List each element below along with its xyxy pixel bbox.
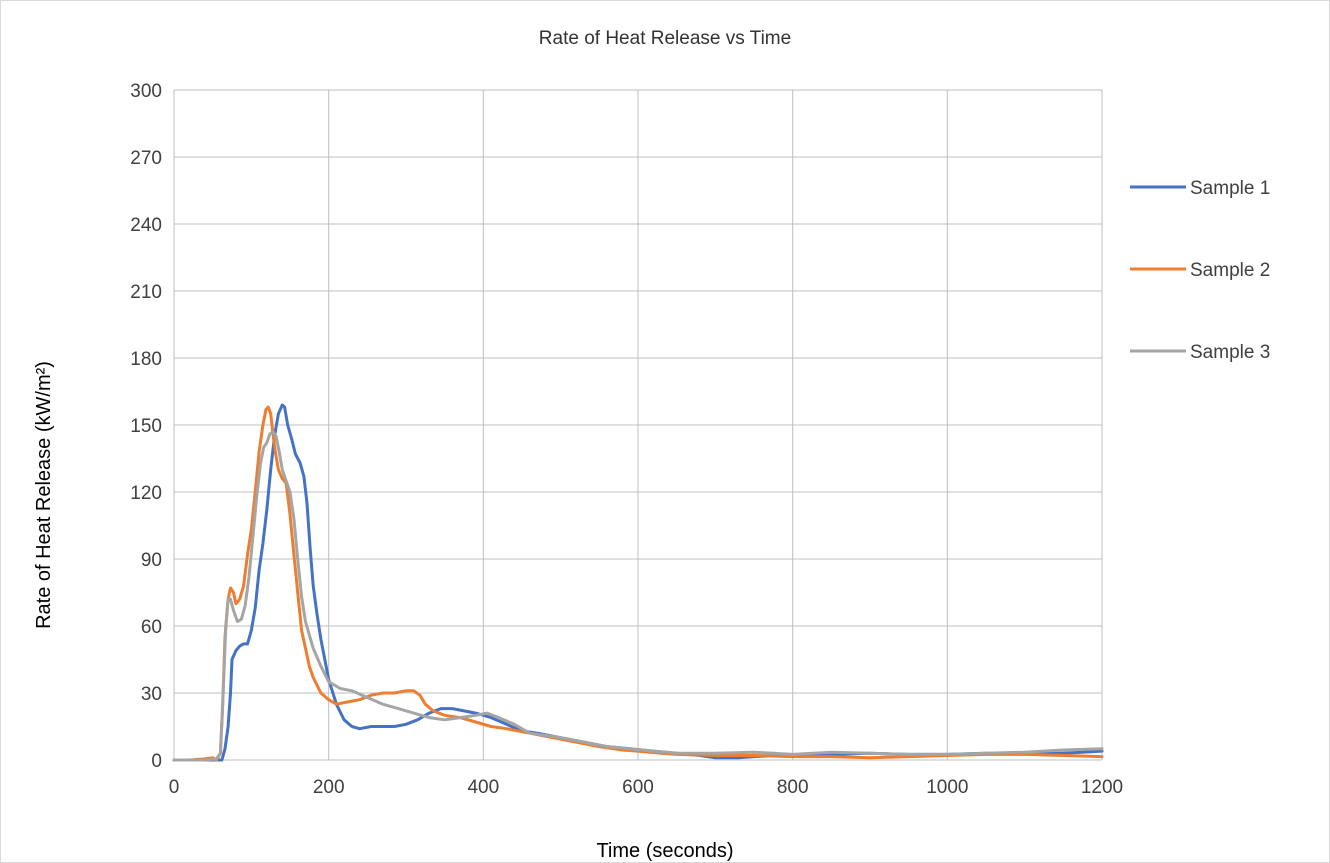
series-line-1 [172, 403, 1104, 762]
y-tick-label: 90 [141, 550, 162, 571]
y-tick-label: 60 [141, 617, 162, 638]
x-tick-labels: 0 200 400 600 800 1000 1200 [169, 777, 1123, 798]
legend-label-3: Sample 3 [1190, 342, 1270, 363]
y-tick-labels: 0 30 60 90 120 150 180 210 240 270 300 [130, 81, 162, 772]
x-tick-label: 600 [622, 777, 654, 798]
legend: Sample 1 Sample 2 Sample 3 [1130, 178, 1270, 363]
x-tick-label: 0 [169, 777, 180, 798]
legend-label-2: Sample 2 [1190, 260, 1270, 281]
series-line-3 [172, 430, 1104, 762]
x-tick-label: 1200 [1081, 777, 1123, 798]
y-tick-label: 120 [130, 483, 162, 504]
y-tick-label: 0 [151, 751, 162, 772]
y-tick-label: 180 [130, 349, 162, 370]
x-tick-label: 400 [467, 777, 499, 798]
y-tick-label: 270 [130, 148, 162, 169]
x-axis-label: Time (seconds) [596, 840, 733, 862]
y-tick-label: 210 [130, 282, 162, 303]
x-tick-label: 1000 [926, 777, 968, 798]
legend-label-1: Sample 1 [1190, 178, 1270, 199]
y-axis-label: Rate of Heat Release (kW/m²) [33, 361, 55, 629]
y-tick-label: 30 [141, 684, 162, 705]
series-lines [172, 403, 1104, 762]
y-tick-label: 240 [130, 215, 162, 236]
y-tick-label: 300 [130, 81, 162, 102]
x-tick-label: 200 [313, 777, 345, 798]
x-tick-label: 800 [777, 777, 809, 798]
grid [173, 89, 1103, 761]
y-tick-label: 150 [130, 416, 162, 437]
chart-title: Rate of Heat Release vs Time [539, 28, 791, 49]
